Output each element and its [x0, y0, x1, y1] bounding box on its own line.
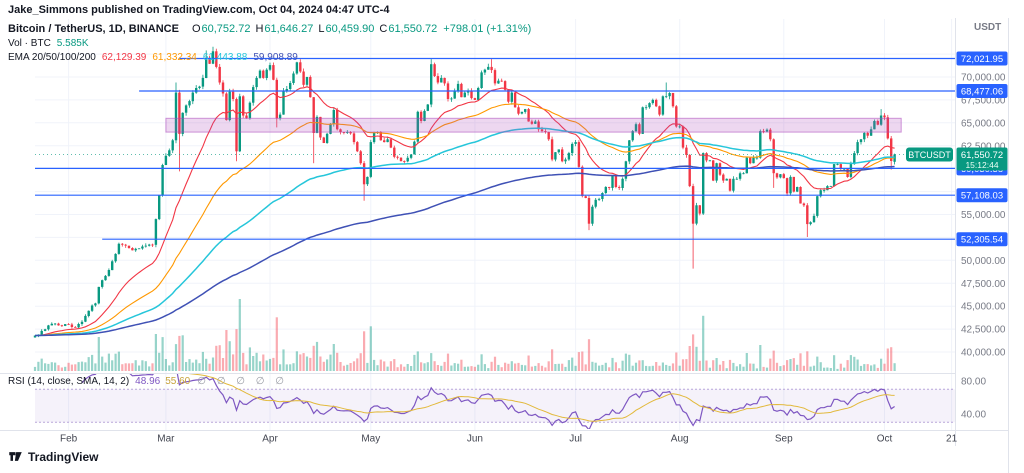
svg-text:40,000.00: 40,000.00	[961, 348, 1006, 359]
svg-text:40.00: 40.00	[961, 410, 986, 421]
svg-text:Mar: Mar	[157, 434, 175, 445]
svg-text:57,108.03: 57,108.03	[961, 191, 1003, 202]
svg-text:21: 21	[946, 434, 958, 445]
time-axis[interactable]	[35, 431, 955, 445]
svg-text:70,000.00: 70,000.00	[961, 73, 1006, 84]
svg-text:42,500.00: 42,500.00	[961, 325, 1006, 336]
svg-text:80.00: 80.00	[961, 377, 986, 388]
publish-text: Jake_Simmons published on TradingView.co…	[8, 4, 390, 16]
svg-text:72,021.95: 72,021.95	[961, 54, 1003, 65]
svg-text:May: May	[361, 434, 380, 445]
price-scale[interactable]	[956, 18, 1008, 430]
tradingview-branding: TradingView	[8, 449, 98, 464]
svg-text:45,000.00: 45,000.00	[961, 302, 1006, 313]
svg-text:52,305.54: 52,305.54	[961, 235, 1003, 246]
tradingview-logo-icon	[9, 452, 22, 461]
right-gutter	[1009, 18, 1024, 473]
svg-text:Jul: Jul	[569, 434, 582, 445]
svg-text:65,000.00: 65,000.00	[961, 118, 1006, 129]
svg-text:Aug: Aug	[671, 434, 689, 445]
svg-text:Apr: Apr	[262, 434, 278, 445]
publish-bar: Jake_Simmons published on TradingView.co…	[0, 0, 1024, 18]
svg-text:Feb: Feb	[60, 434, 78, 445]
svg-text:62,500.00: 62,500.00	[961, 141, 1006, 152]
svg-text:50,000.00: 50,000.00	[961, 256, 1006, 267]
svg-text:47,500.00: 47,500.00	[961, 279, 1006, 290]
tradingview-logo-text: TradingView	[28, 449, 99, 464]
svg-text:Jun: Jun	[467, 434, 483, 445]
svg-text:Sep: Sep	[775, 434, 793, 445]
svg-text:15:12:44: 15:12:44	[965, 160, 998, 170]
svg-text:61,550.72: 61,550.72	[961, 150, 1003, 161]
svg-text:55,000.00: 55,000.00	[961, 210, 1006, 221]
svg-text:Oct: Oct	[877, 434, 893, 445]
svg-text:67,500.00: 67,500.00	[961, 95, 1006, 106]
svg-text:68,477.06: 68,477.06	[961, 87, 1003, 98]
svg-text:BTCUSDT: BTCUSDT	[908, 150, 951, 160]
